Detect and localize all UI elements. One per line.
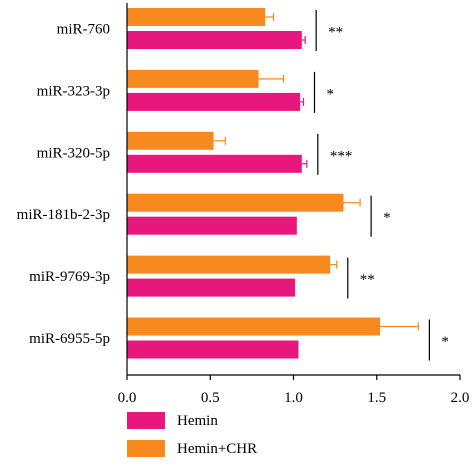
bar-hemin-chr xyxy=(127,317,381,336)
category-label: miR-760 xyxy=(57,22,110,38)
significance-label: * xyxy=(383,210,391,226)
bar-hemin xyxy=(127,92,301,111)
legend-swatch xyxy=(127,440,165,457)
bar-hemin-chr xyxy=(127,131,214,150)
legend: Hemin Hemin+CHR xyxy=(127,412,257,457)
category-label: miR-6955-5p xyxy=(29,331,110,347)
legend-swatch xyxy=(127,412,165,429)
legend-label: Hemin+CHR xyxy=(177,441,257,457)
bar-hemin xyxy=(127,216,297,235)
bar-hemin-chr xyxy=(127,255,331,274)
legend-label: Hemin xyxy=(177,413,218,429)
category-label: miR-9769-3p xyxy=(29,269,110,285)
x-tick-label: 1.0 xyxy=(284,390,303,406)
bar-hemin-chr xyxy=(127,193,344,212)
category-label: miR-323-3p xyxy=(37,83,110,99)
bar-hemin xyxy=(127,278,296,297)
bar-hemin xyxy=(127,340,299,359)
plot-area: **miR-760*miR-323-3p***miR-320-5p*miR-18… xyxy=(17,3,470,406)
significance-label: * xyxy=(441,334,449,350)
x-tick-label: 1.5 xyxy=(367,390,386,406)
significance-label: ** xyxy=(360,272,375,288)
significance-label: * xyxy=(326,86,334,102)
significance-label: ** xyxy=(328,25,343,41)
significance-label: *** xyxy=(330,148,353,164)
bar-hemin-chr xyxy=(127,8,266,26)
category-label: miR-320-5p xyxy=(37,145,110,161)
x-tick-label: 0.5 xyxy=(201,390,220,406)
bar-hemin xyxy=(127,31,302,49)
x-tick-label: 0.0 xyxy=(118,390,137,406)
category-label: miR-181b-2-3p xyxy=(17,207,110,223)
bar-hemin xyxy=(127,154,302,173)
x-tick-label: 2.0 xyxy=(451,390,470,406)
bar-hemin-chr xyxy=(127,69,259,88)
